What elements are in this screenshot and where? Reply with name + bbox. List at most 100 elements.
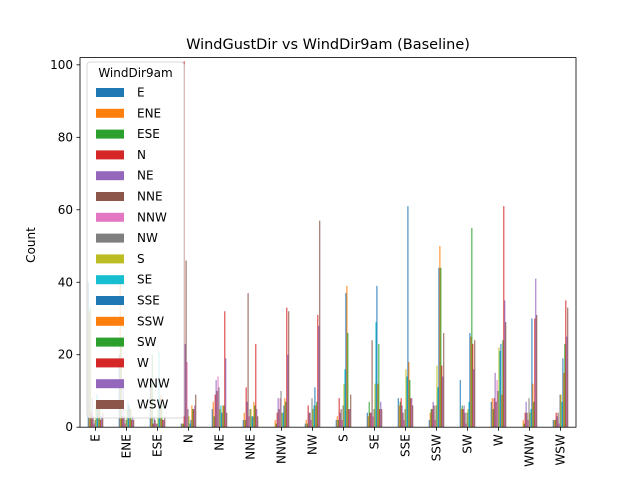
legend-swatch — [96, 400, 124, 409]
bar-S-SE — [344, 369, 346, 428]
bar-N-SE — [189, 423, 191, 428]
bar-WNW-WSW — [536, 314, 538, 428]
bar-WNW-S — [529, 412, 531, 428]
bar-WSW-SSE — [562, 358, 564, 428]
bar-SSW-SW — [440, 267, 442, 428]
bar-WSW-N — [555, 412, 557, 428]
bar-SSE-SW — [409, 380, 411, 428]
bar-WNW-NE — [525, 401, 527, 428]
x-tick-label: S — [337, 434, 351, 442]
bar-NW-W — [317, 314, 319, 428]
bar-SW-WSW — [474, 340, 476, 428]
bar-NNE-SSW — [253, 401, 255, 428]
legend-swatch — [96, 88, 124, 97]
bar-SSE-NE — [401, 405, 403, 428]
bar-SW-SW — [471, 227, 473, 428]
bar-SW-ENE — [460, 409, 462, 428]
bar-SSE-SE — [406, 376, 408, 428]
bar-SE-NE — [370, 412, 372, 428]
bar-SW-SSE — [469, 332, 471, 428]
x-tick-label: NE — [213, 434, 227, 451]
bar-SSW-N — [431, 409, 433, 428]
bar-SSE-WSW — [412, 405, 414, 428]
bar-WSW-WSW — [567, 307, 569, 428]
bar-NNW-SSW — [284, 398, 286, 428]
y-tick-label: 60 — [58, 203, 73, 217]
x-tick-label: ESE — [151, 434, 165, 457]
y-tick-label: 20 — [58, 348, 73, 362]
bar-N-SSW — [191, 405, 193, 428]
bar-N-NNW — [186, 361, 188, 428]
bar-W-SE — [499, 351, 501, 428]
legend-swatch — [96, 337, 124, 347]
bar-NE-SSE — [221, 412, 223, 428]
bar-ESE-NNE — [154, 419, 156, 428]
bar-N-S — [188, 416, 190, 428]
bar-W-N — [493, 398, 495, 428]
legend-label: NE — [137, 169, 154, 183]
bar-NNE-E — [242, 419, 244, 428]
x-tick-label: N — [182, 434, 196, 443]
bar-NE-NE — [215, 380, 217, 428]
bar-NW-E — [304, 423, 306, 428]
bar-NE-NW — [218, 387, 220, 428]
bar-N-NW — [187, 409, 189, 428]
y-axis-label: Count — [24, 227, 38, 263]
legend-label: WSW — [137, 398, 168, 412]
bar-NE-W — [224, 311, 226, 428]
bar-WNW-SSE — [531, 318, 533, 428]
bar-S-SW — [347, 332, 349, 428]
bar-NNW-NE — [277, 398, 279, 428]
chart-title: WindGustDir vs WindDir9am (Baseline) — [186, 37, 470, 53]
bar-W-SW — [502, 340, 504, 428]
bar-NNW-NNE — [278, 409, 280, 428]
bar-E-NNW — [93, 423, 95, 428]
bar-ENE-N — [121, 416, 123, 428]
bar-SSW-SSW — [439, 246, 441, 428]
bar-NW-NW — [311, 398, 313, 428]
bar-ENE-W — [131, 419, 133, 428]
legend-label: WNW — [137, 377, 170, 391]
bar-WNW-WNW — [535, 278, 537, 428]
bar-SW-E — [459, 380, 461, 428]
legend-label: NNW — [137, 210, 167, 224]
x-tick-label: W — [492, 434, 506, 446]
bar-SE-SW — [378, 343, 380, 428]
bar-W-ESE — [492, 409, 494, 428]
legend-swatch — [96, 108, 124, 118]
legend-swatch — [96, 192, 124, 201]
legend-label: SSE — [137, 294, 160, 308]
bar-SW-NNW — [465, 423, 467, 428]
bar-W-E — [490, 401, 492, 428]
bar-NNE-NNW — [248, 416, 250, 428]
legend-swatch — [96, 233, 124, 243]
bar-ENE-NW — [125, 419, 127, 428]
x-tick-label: NNW — [275, 434, 289, 464]
plot-frame — [79, 57, 577, 428]
legend-label: SE — [137, 273, 152, 287]
legend-label: NW — [137, 231, 158, 245]
bar-NE-ENE — [212, 401, 214, 428]
bar-S-S — [343, 383, 345, 428]
legend-title: WindDir9am — [98, 66, 172, 80]
bar-W-WNW — [504, 300, 506, 428]
x-tick-label: SSW — [430, 434, 444, 461]
bar-SE-NNE — [371, 340, 373, 428]
bar-NNW-N — [276, 412, 278, 428]
bar-SE-SE — [375, 322, 377, 428]
bar-NNE-S — [250, 409, 252, 428]
bar-SE-E — [366, 412, 368, 428]
bar-NNE-WNW — [256, 409, 258, 428]
legend-swatch — [96, 316, 124, 326]
bar-NE-ESE — [213, 416, 215, 428]
bar-NE-NNW — [217, 376, 219, 428]
y-tick-label: 80 — [58, 130, 73, 144]
bar-WSW-NE — [556, 416, 558, 428]
bar-ESE-W — [162, 419, 164, 428]
bar-NNW-ENE — [274, 419, 276, 428]
legend: WindDir9amEENEESENNENNENNWNWSSESSESSWSWW… — [86, 61, 185, 419]
bar-SSE-WNW — [411, 398, 413, 428]
bar-NW-NNW — [310, 419, 312, 428]
bar-ENE-WNW — [132, 416, 134, 428]
